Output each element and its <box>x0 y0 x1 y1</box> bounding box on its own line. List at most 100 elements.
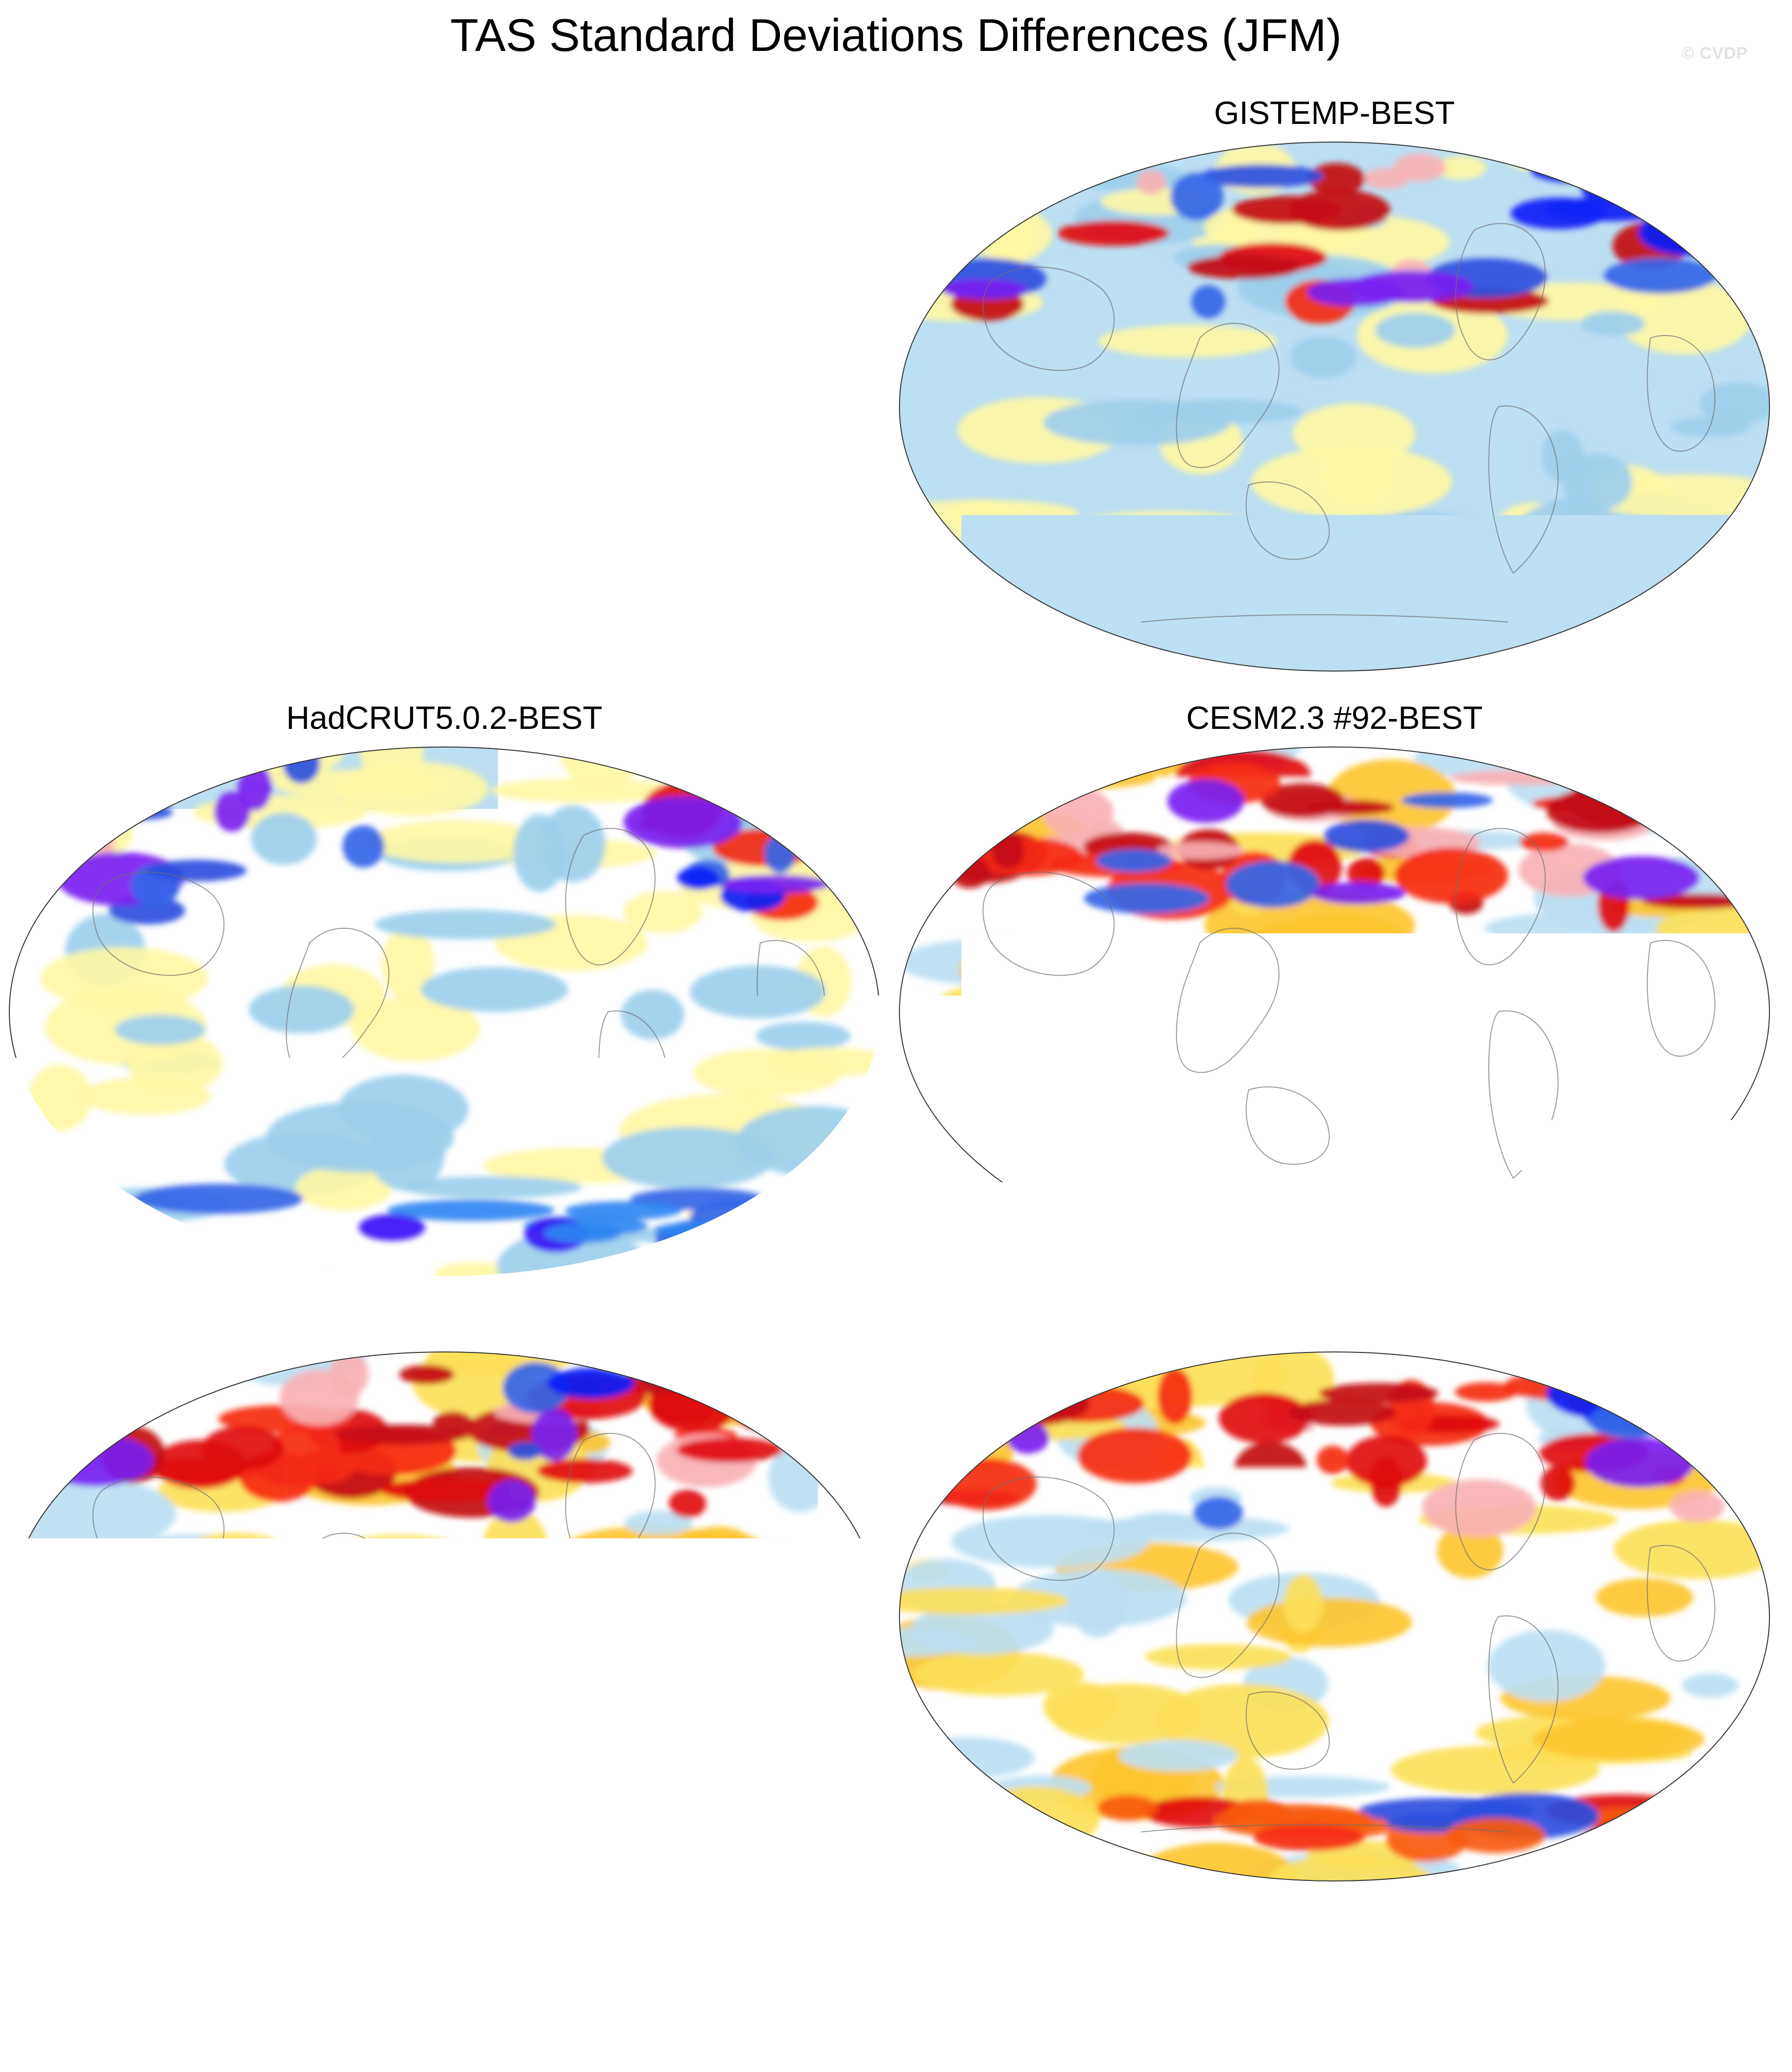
colorbar-tick-label: 0.4 <box>1132 1980 1177 2019</box>
colorbar-box <box>509 1942 574 1972</box>
anomaly-blob <box>1602 743 1773 795</box>
anomaly-blob <box>677 867 720 890</box>
anomaly-blob <box>1348 271 1474 303</box>
anomaly-blob <box>1226 861 1320 908</box>
anomaly-blob <box>109 1342 306 1366</box>
panel-hadcrut: HadCRUT5.0.2-BEST <box>6 698 883 1286</box>
anomaly-blob <box>1288 190 1390 231</box>
anomaly-blob <box>1096 849 1172 872</box>
anomaly-blob <box>1422 1479 1536 1537</box>
anomaly-blob <box>716 1680 764 1746</box>
colorbar-box <box>315 1942 380 1972</box>
anomaly-blob <box>487 1480 535 1522</box>
colorbar-box <box>1542 1942 1606 1972</box>
colorbar-box <box>251 1942 315 1972</box>
anomaly-blob <box>947 499 1016 548</box>
anomaly-blob <box>258 1792 419 1819</box>
anomaly-blob <box>1670 1491 1724 1522</box>
panel-title-cesm91: CESM2.3 #91-BEST <box>6 1303 883 1342</box>
colorbar-box <box>380 1942 444 1972</box>
anomaly-blob <box>1043 788 1114 838</box>
anomaly-blob <box>1661 981 1762 1032</box>
anomaly-blob <box>1583 856 1699 900</box>
anomaly-blob <box>6 1221 52 1285</box>
anomaly-blob <box>532 1696 588 1748</box>
anomaly-blob <box>1511 198 1606 229</box>
panel-cesm82b: CESM2.3 #82b-BEST <box>896 1303 1773 1891</box>
anomaly-blob <box>715 755 819 789</box>
anomaly-blob <box>896 1836 1014 1861</box>
anomaly-blob <box>1710 540 1761 584</box>
anomaly-blob <box>1647 179 1773 244</box>
world-map-hadcrut <box>6 737 883 1286</box>
anomaly-blob <box>38 1435 154 1487</box>
anomaly-blob <box>1283 1575 1323 1633</box>
colorbar-box <box>1348 1942 1413 1972</box>
anomaly-blob <box>1535 606 1659 636</box>
colorbar-box <box>444 1942 509 1972</box>
colorbar-tick-label: -0.8 <box>351 1980 407 2019</box>
anomaly-blob <box>1145 1644 1292 1669</box>
anomaly-blob <box>588 1807 721 1838</box>
anomaly-blob <box>529 737 740 755</box>
anomaly-blob <box>938 1458 1037 1510</box>
anomaly-blob <box>1401 793 1493 808</box>
anomaly-blob <box>756 1022 851 1051</box>
anomaly-blob <box>936 1013 982 1065</box>
anomaly-blob <box>1699 1449 1773 1476</box>
anomaly-blob <box>629 737 749 762</box>
anomaly-blob <box>1674 1207 1758 1256</box>
anomaly-blob <box>666 1833 799 1858</box>
page-title: TAS Standard Deviations Differences (JFM… <box>0 6 1792 65</box>
colorbar-tick-label: 0 <box>887 1980 905 2019</box>
anomaly-blob <box>1187 255 1302 279</box>
anomaly-blob <box>1077 1427 1192 1483</box>
anomaly-blob <box>1191 285 1225 318</box>
anomaly-blob <box>1510 638 1673 680</box>
colorbar-box <box>1219 1942 1283 1972</box>
anomaly-blob <box>1633 1342 1773 1374</box>
anomaly-blob <box>669 1490 706 1518</box>
anomaly-blob <box>1655 1380 1728 1414</box>
colorbar-box <box>1025 1942 1090 1972</box>
anomaly-blob <box>1011 1222 1078 1252</box>
anomaly-blob <box>100 1258 306 1286</box>
anomaly-blob <box>80 1078 211 1115</box>
anomaly-blob <box>602 1127 774 1189</box>
colorbar-tick-label: -0.2 <box>739 1980 795 2019</box>
anomaly-blob <box>88 1821 221 1889</box>
cvdp-watermark: © CVDP <box>1682 44 1748 63</box>
anomaly-blob <box>1311 882 1405 904</box>
anomaly-blob <box>1049 1684 1202 1744</box>
anomaly-blob <box>93 1703 156 1766</box>
anomaly-blob <box>896 1817 1017 1889</box>
anomaly-blob <box>849 1379 883 1409</box>
anomaly-blob <box>748 1228 803 1260</box>
anomaly-blob <box>296 1450 355 1484</box>
anomaly-blob <box>677 1438 783 1463</box>
anomaly-blob <box>1532 1183 1669 1222</box>
anomaly-blob <box>1262 914 1412 983</box>
anomaly-blob <box>1097 1795 1158 1821</box>
anomaly-blob <box>83 1862 292 1884</box>
anomaly-blob <box>1289 1399 1396 1426</box>
anomaly-blob <box>1686 1426 1773 1478</box>
anomaly-blob <box>905 1737 1034 1778</box>
anomaly-blob <box>975 1378 1048 1407</box>
anomaly-blob <box>1512 1858 1565 1891</box>
colorbar-box <box>767 1942 832 1972</box>
anomaly-blob <box>764 835 796 873</box>
anomaly-blob <box>1290 336 1356 378</box>
anomaly-blob <box>1639 209 1741 256</box>
anomaly-blob <box>1127 1512 1200 1532</box>
anomaly-blob <box>986 1384 1071 1405</box>
anomaly-blob <box>283 1269 350 1286</box>
anomaly-blob <box>1596 1578 1694 1617</box>
anomaly-blob <box>174 1741 300 1782</box>
anomaly-blob <box>1385 1069 1582 1103</box>
anomaly-blob <box>251 813 317 865</box>
anomaly-blob <box>67 1355 200 1396</box>
colorbar-box <box>702 1942 767 1972</box>
anomaly-blob <box>732 1394 803 1430</box>
anomaly-blob <box>401 1176 582 1198</box>
